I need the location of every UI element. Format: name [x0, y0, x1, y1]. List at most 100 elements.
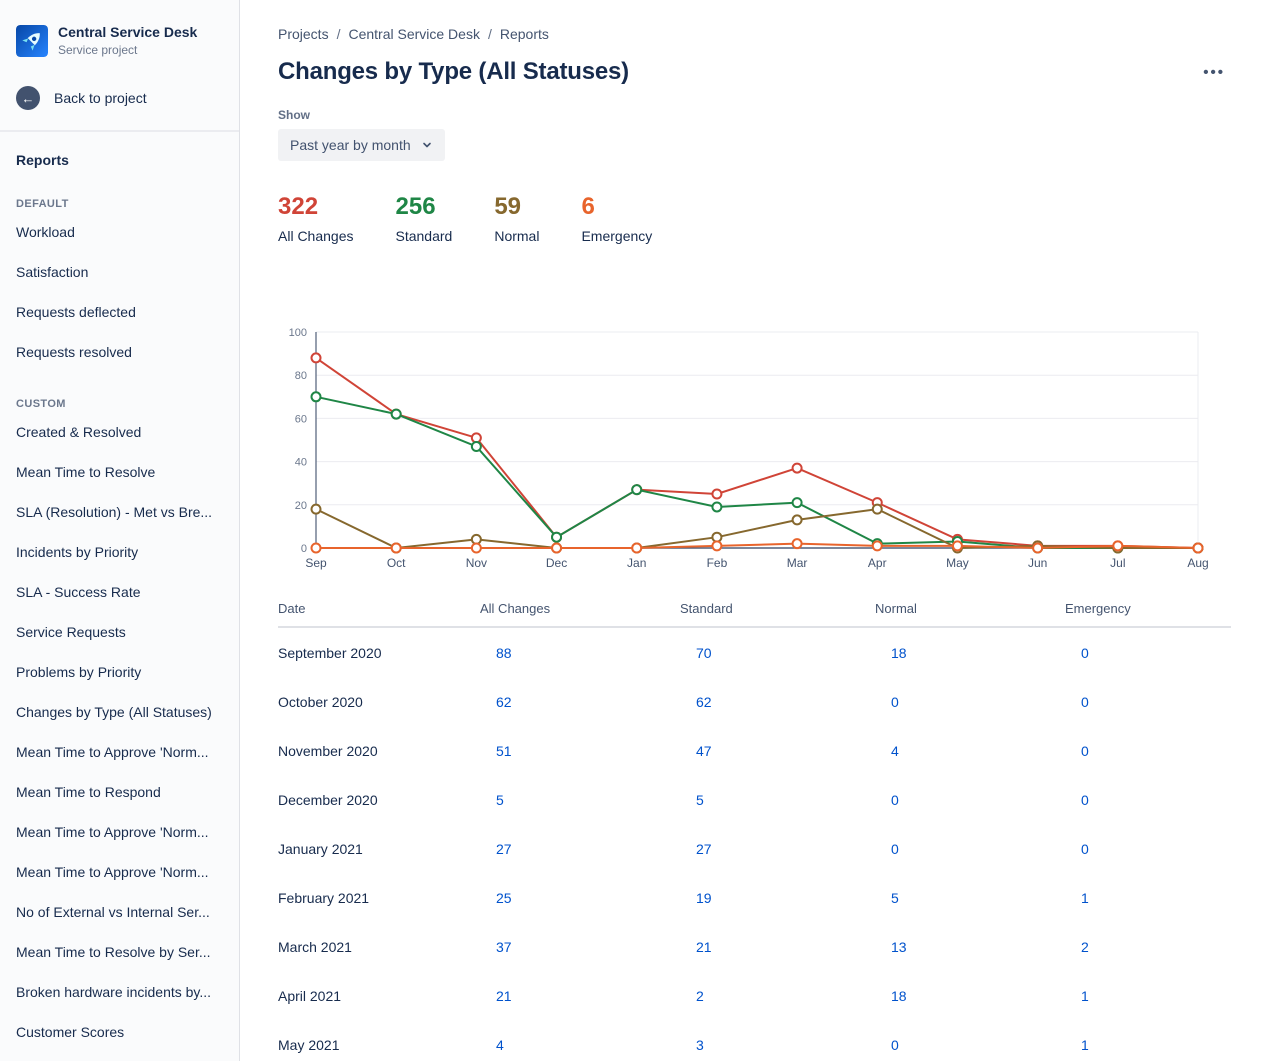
table-cell-value[interactable]: 25 — [496, 889, 512, 906]
table-cell-value[interactable]: 3 — [696, 1036, 704, 1053]
stat-value: 322 — [278, 193, 319, 220]
sidebar-nav: DEFAULT Workload Satisfaction Requests defl… — [16, 198, 231, 1052]
back-to-project-label: Back to project — [54, 90, 147, 106]
table-cell-value[interactable]: 88 — [496, 644, 512, 661]
table-cell-value[interactable]: 18 — [891, 644, 907, 661]
table-cell-value[interactable]: 1 — [1081, 1036, 1089, 1053]
stat-label: All Changes — [278, 228, 354, 244]
breadcrumb-item-projects[interactable]: Projects — [278, 26, 329, 42]
column-header-emergency: Emergency — [1065, 600, 1131, 616]
sidebar-item-workload[interactable]: Workload — [16, 224, 75, 240]
table-cell-value[interactable]: 62 — [696, 693, 712, 710]
sidebar-item-changes-by-type-all-statuses[interactable]: Changes by Type (All Statuses) — [16, 704, 212, 720]
table-cell-value[interactable]: 2 — [1081, 938, 1089, 955]
back-arrow-icon: ← — [16, 86, 40, 110]
stats-row: 322 All Changes 256 Standard 59 Normal 6 Emerge… — [278, 193, 1231, 245]
svg-text:Aug: Aug — [1187, 556, 1208, 570]
sidebar-item-customer-scores[interactable]: Customer Scores — [16, 1024, 125, 1040]
table-row: May 2021 4 3 0 1 — [278, 1020, 1231, 1061]
table-cell-value[interactable]: 4 — [496, 1036, 504, 1053]
table-cell-value[interactable]: 0 — [1081, 644, 1089, 661]
table-cell-value[interactable]: 27 — [496, 840, 512, 857]
sidebar-item-requests-deflected[interactable]: Requests deflected — [16, 304, 136, 320]
svg-text:Sep: Sep — [305, 556, 327, 570]
table-cell-value[interactable]: 1 — [1081, 987, 1089, 1004]
chevron-down-icon — [422, 142, 431, 148]
table-cell-value[interactable]: 0 — [891, 693, 899, 710]
table-header-row: Date All Changes Standard Normal Emergency — [278, 590, 1231, 628]
table-cell-value[interactable]: 13 — [891, 938, 907, 955]
sidebar-item-mean-time-to-resolve-by-ser[interactable]: Mean Time to Resolve by Ser... — [16, 944, 211, 960]
table-cell-value[interactable]: 2 — [696, 987, 704, 1004]
breadcrumb-separator: / — [336, 26, 341, 42]
table-cell-value[interactable]: 27 — [696, 840, 712, 857]
sidebar-item-mean-time-to-approve-norm[interactable]: Mean Time to Approve 'Norm... — [16, 824, 209, 840]
table-cell-value[interactable]: 0 — [891, 791, 899, 808]
column-header-date: Date — [278, 600, 306, 616]
table-cell-value[interactable]: 5 — [891, 889, 899, 906]
table-cell-value[interactable]: 47 — [696, 742, 712, 759]
stat-all-changes: 322 All Changes — [278, 193, 354, 245]
svg-text:40: 40 — [295, 457, 307, 469]
breadcrumb-item-reports[interactable]: Reports — [499, 26, 549, 42]
sidebar-item-sla-resolution-met-vs-bre[interactable]: SLA (Resolution) - Met vs Bre... — [16, 504, 213, 520]
period-dropdown[interactable]: Past year by month — [278, 129, 445, 161]
title-row: Changes by Type (All Statuses) ••• — [278, 58, 1231, 86]
table-cell-value[interactable]: 5 — [496, 791, 504, 808]
more-options-button[interactable]: ••• — [1197, 60, 1231, 85]
sidebar-item-broken-hardware-incidents-by[interactable]: Broken hardware incidents by... — [16, 984, 212, 1000]
table-cell-value[interactable]: 0 — [1081, 791, 1089, 808]
sidebar-item-created-resolved[interactable]: Created & Resolved — [16, 424, 142, 440]
back-to-project-button[interactable]: ← Back to project — [16, 86, 231, 110]
project-meta: Central Service Desk Service project — [58, 24, 197, 58]
table-cell-value[interactable]: 51 — [496, 742, 512, 759]
stat-standard: 256 Standard — [396, 195, 453, 245]
table-cell-value[interactable]: 0 — [1081, 742, 1089, 759]
stat-value: 59 — [494, 193, 522, 220]
table-cell-value[interactable]: 5 — [696, 791, 704, 808]
table-cell-value[interactable]: 62 — [496, 693, 512, 710]
sidebar-section-label-default: DEFAULT — [16, 198, 69, 210]
sidebar-item-satisfaction[interactable]: Satisfaction — [16, 264, 89, 280]
table-cell-value[interactable]: 18 — [891, 987, 907, 1004]
svg-text:Dec: Dec — [546, 556, 567, 570]
changes-line-chart: 0 20 40 60 80 100 Sep Oct Nov Dec Jan Feb Mar Apr May J… — [289, 327, 1208, 570]
sidebar-item-no-of-external-vs-internal-ser[interactable]: No of External vs Internal Ser... — [16, 904, 210, 920]
sidebar-item-mean-time-to-respond[interactable]: Mean Time to Respond — [16, 784, 161, 800]
column-header-standard: Standard — [680, 600, 733, 616]
reports-heading: Reports — [16, 152, 69, 168]
sidebar-item-sla-success-rate[interactable]: SLA - Success Rate — [16, 584, 141, 600]
table-cell-value[interactable]: 0 — [1081, 693, 1089, 710]
changes-table: Date All Changes Standard Normal Emergency Se… — [278, 590, 1231, 1061]
sidebar-item-mean-time-to-approve-norm[interactable]: Mean Time to Approve 'Norm... — [16, 744, 209, 760]
stat-emergency: 6 Emergency — [581, 195, 652, 245]
table-cell-value[interactable]: 21 — [696, 938, 712, 955]
table-row: October 2020 62 62 0 0 — [278, 677, 1231, 726]
svg-text:May: May — [946, 556, 969, 570]
sidebar-item-requests-resolved[interactable]: Requests resolved — [16, 344, 132, 360]
sidebar-item-problems-by-priority[interactable]: Problems by Priority — [16, 664, 142, 680]
table-cell-value[interactable]: 19 — [696, 889, 712, 906]
svg-text:100: 100 — [289, 327, 307, 339]
table-row: March 2021 37 21 13 2 — [278, 922, 1231, 971]
table-cell-value[interactable]: 0 — [1081, 840, 1089, 857]
table-cell-value[interactable]: 0 — [891, 840, 899, 857]
table-cell-value[interactable]: 70 — [696, 644, 712, 661]
table-cell-value[interactable]: 4 — [891, 742, 899, 759]
table-cell-value[interactable]: 21 — [496, 987, 512, 1004]
table-cell-date: February 2021 — [278, 889, 370, 906]
sidebar-item-mean-time-to-resolve[interactable]: Mean Time to Resolve — [16, 464, 156, 480]
breadcrumb-separator: / — [487, 26, 492, 42]
table-cell-value[interactable]: 1 — [1081, 889, 1089, 906]
table-cell-value[interactable]: 0 — [891, 1036, 899, 1053]
table-cell-date: December 2020 — [278, 791, 378, 808]
sidebar-item-incidents-by-priority[interactable]: Incidents by Priority — [16, 544, 139, 560]
period-dropdown-value: Past year by month — [290, 137, 411, 153]
table-cell-value[interactable]: 37 — [496, 938, 512, 955]
breadcrumb-item-central-service-desk[interactable]: Central Service Desk — [348, 26, 480, 42]
sidebar-item-mean-time-to-approve-norm[interactable]: Mean Time to Approve 'Norm... — [16, 864, 209, 880]
sidebar-item-service-requests[interactable]: Service Requests — [16, 624, 126, 640]
table-row: January 2021 27 27 0 0 — [278, 824, 1231, 873]
rocket-icon — [16, 25, 48, 57]
